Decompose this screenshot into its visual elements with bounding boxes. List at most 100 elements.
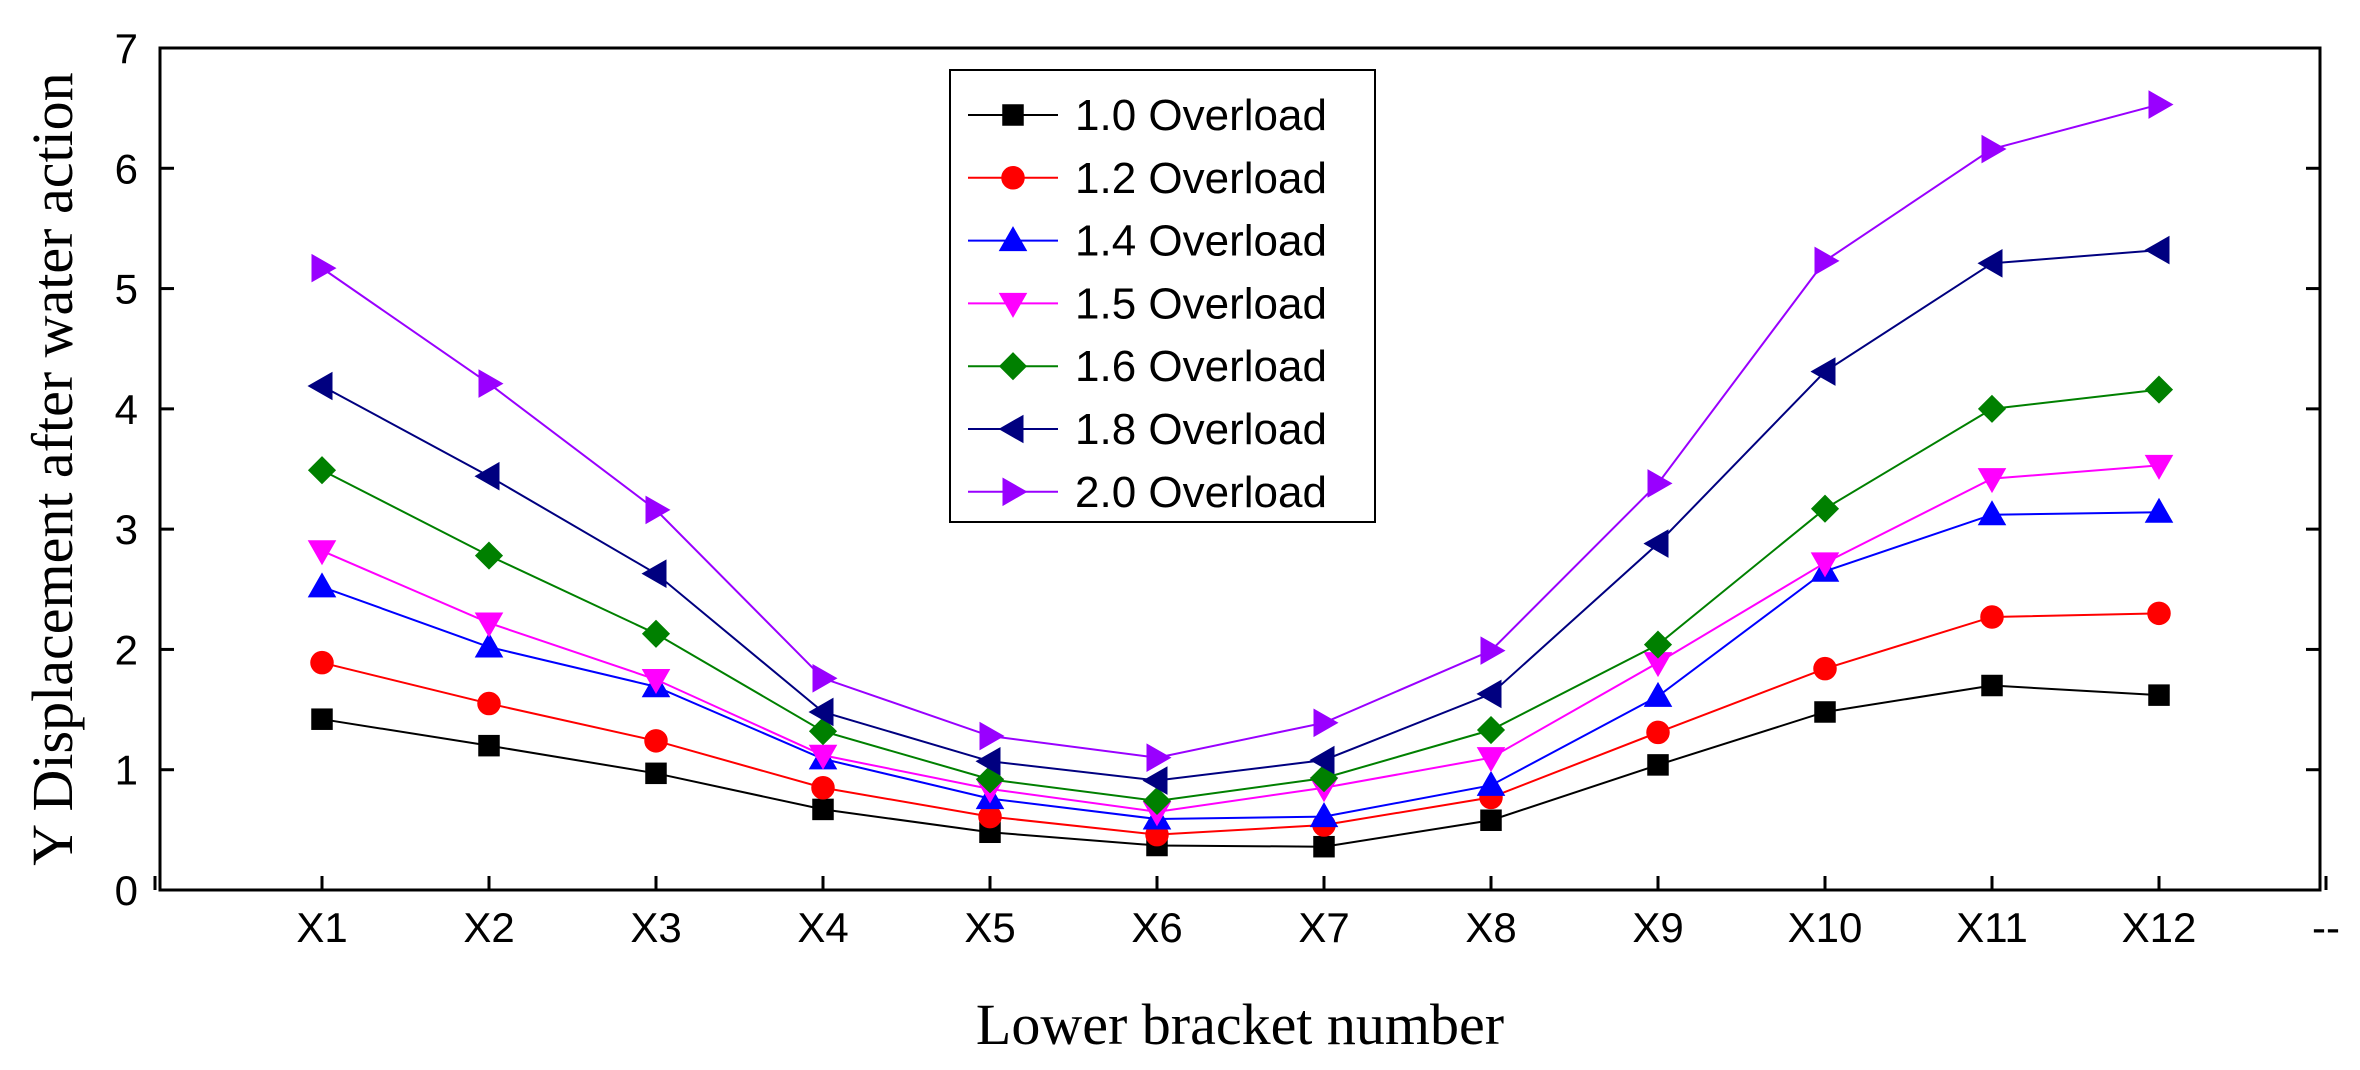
data-point xyxy=(307,456,337,485)
data-point xyxy=(979,721,1005,751)
y-tick-label: 6 xyxy=(115,145,138,192)
legend-marker xyxy=(1002,104,1024,126)
legend-marker xyxy=(1002,477,1028,507)
data-point xyxy=(477,691,501,716)
series-line xyxy=(321,103,2160,759)
data-point xyxy=(1476,747,1506,773)
data-point xyxy=(1977,468,2007,494)
y-tick-label: 5 xyxy=(115,266,138,313)
y-axis: 0 1 2 3 4 5 6 7 xyxy=(115,25,2320,914)
data-point xyxy=(2147,601,2171,626)
x-tick-label: X3 xyxy=(630,904,681,951)
data-point xyxy=(1476,679,1502,709)
legend-entry: 1.6 Overload xyxy=(968,342,1327,391)
data-point xyxy=(1981,674,2003,697)
series-line xyxy=(321,684,2160,848)
data-point xyxy=(808,717,838,746)
y-tick-label: 3 xyxy=(115,506,138,553)
legend-label: 1.4 Overload xyxy=(1075,217,1327,266)
series-line xyxy=(321,388,2160,802)
x-tick-label: X10 xyxy=(1788,904,1863,951)
x-tick-label: X1 xyxy=(296,904,347,951)
series-line xyxy=(321,612,2160,836)
data-point xyxy=(812,798,834,821)
data-point xyxy=(2148,684,2170,706)
data-point xyxy=(474,541,504,570)
data-point xyxy=(1977,394,2007,423)
data-point xyxy=(1146,743,1172,772)
data-point xyxy=(1977,500,2007,526)
data-point xyxy=(1142,786,1172,816)
data-point xyxy=(641,559,667,588)
legend-entry: 2.0 Overload xyxy=(968,468,1327,517)
legend-label: 1.0 Overload xyxy=(1075,91,1327,140)
data-point xyxy=(310,650,334,675)
series-line xyxy=(321,464,2160,813)
legend: 1.0 Overload 1.2 Overload 1.4 Overload 1.5 … xyxy=(949,69,1376,523)
data-point xyxy=(1643,529,1669,558)
legend-label: 1.8 Overload xyxy=(1075,405,1327,454)
data-point xyxy=(1814,701,1836,723)
data-point xyxy=(1480,636,1506,665)
data-point xyxy=(307,371,333,401)
data-point xyxy=(1810,552,1840,578)
data-point xyxy=(2148,90,2174,119)
x-axis: X1 X2 X3 X4 X5 X6 X7 X8 X9 X10 X11 X12 -- xyxy=(153,876,2340,951)
data-point xyxy=(474,632,504,658)
x-tick-label: X8 xyxy=(1465,904,1516,951)
legend-label: 1.5 Overload xyxy=(1075,279,1327,328)
data-point xyxy=(975,747,1001,776)
legend-entry: 1.2 Overload xyxy=(968,154,1327,203)
x-tick-label: X6 xyxy=(1131,904,1182,951)
data-point xyxy=(808,744,838,770)
x-tick-label: X9 xyxy=(1632,904,1683,951)
y-tick-label: 4 xyxy=(115,386,138,433)
legend-label: 1.6 Overload xyxy=(1075,342,1327,391)
data-point xyxy=(641,619,671,648)
x-tick-label: X5 xyxy=(964,904,1015,951)
series-line xyxy=(321,511,2160,821)
data-point xyxy=(1646,720,1670,745)
data-point xyxy=(645,762,667,785)
data-point xyxy=(1309,802,1339,828)
legend-marker xyxy=(1001,166,1025,190)
data-point xyxy=(1810,357,1836,386)
data-point xyxy=(811,776,835,800)
x-tick-label: X11 xyxy=(1956,904,2028,951)
data-point xyxy=(1480,809,1502,831)
data-point xyxy=(1476,715,1506,745)
data-point xyxy=(2144,497,2174,523)
legend-marker xyxy=(998,414,1024,444)
y-tick-label: 7 xyxy=(115,25,138,72)
data-point xyxy=(474,461,500,491)
x-tick-label: X7 xyxy=(1298,904,1349,951)
y-tick-label: 1 xyxy=(115,747,138,794)
data-point xyxy=(812,664,838,693)
data-point xyxy=(1309,745,1335,775)
data-point xyxy=(2144,375,2174,404)
series-1-8-overload xyxy=(307,235,2170,795)
series-layer xyxy=(307,90,2174,858)
legend-entry: 1.4 Overload xyxy=(968,217,1327,266)
x-tick-label-extra: -- xyxy=(2312,904,2340,951)
data-point xyxy=(808,697,834,727)
legend-marker xyxy=(998,292,1028,318)
x-tick-label: X2 xyxy=(463,904,514,951)
data-point xyxy=(2144,235,2170,265)
data-point xyxy=(1977,249,2003,278)
data-point xyxy=(1313,835,1335,858)
data-point xyxy=(1142,766,1168,795)
x-tick-label: X12 xyxy=(2122,904,2197,951)
legend-label: 2.0 Overload xyxy=(1075,468,1327,517)
data-point xyxy=(1813,656,1837,681)
data-point xyxy=(1643,630,1673,659)
series-line xyxy=(321,249,2160,782)
data-point xyxy=(1981,134,2007,164)
data-point xyxy=(1814,246,1840,276)
y-axis-title: Y Displacement after water action xyxy=(20,72,85,865)
data-point xyxy=(1810,494,1840,523)
data-point xyxy=(644,729,668,753)
data-point xyxy=(311,253,337,283)
